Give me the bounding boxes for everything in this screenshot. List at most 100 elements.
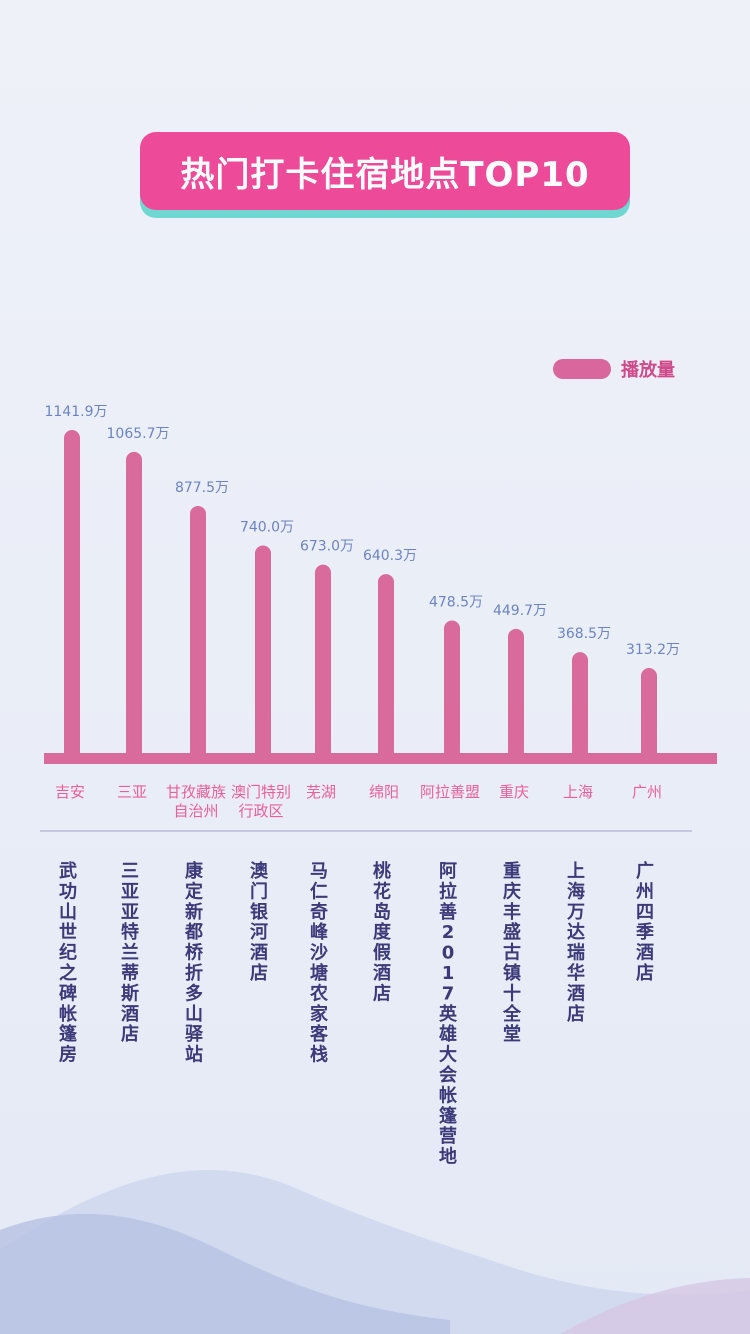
hotel-name-7-char-4: 2 xyxy=(442,922,455,943)
hotel-name-1-char-2: 功 xyxy=(59,881,77,902)
labels-group: 1141.9万吉安武功山世纪之碑帐篷房1065.7万三亚三亚亚特兰蒂斯酒店877… xyxy=(45,404,681,1168)
hotel-name-10-char-6: 店 xyxy=(636,962,654,984)
category-label-4-line-2: 行政区 xyxy=(238,802,283,820)
hotel-name-8-char-8: 全 xyxy=(502,1003,522,1025)
hotel-name-6-char-4: 度 xyxy=(373,921,392,943)
hotel-name-8-char-9: 堂 xyxy=(503,1023,521,1045)
hotel-name-7-char-13: 篷 xyxy=(439,1105,458,1127)
bar-10 xyxy=(641,668,657,762)
hotel-name-5-char-8: 家 xyxy=(310,1003,329,1025)
hotel-name-1-char-6: 之 xyxy=(59,962,77,984)
hotel-name-9-char-2: 海 xyxy=(567,880,585,902)
hotel-name-8-char-3: 丰 xyxy=(503,901,521,923)
value-label-2: 1065.7万 xyxy=(107,426,170,442)
hotel-name-5-char-7: 农 xyxy=(309,982,328,1004)
hotel-name-1-char-3: 山 xyxy=(59,902,77,923)
hotel-name-3-char-2: 定 xyxy=(185,880,203,902)
hotel-name-5-char-1: 马 xyxy=(310,861,328,882)
title-box: 热门打卡住宿地点TOP10 xyxy=(140,132,630,210)
hotel-name-7-char-15: 地 xyxy=(439,1146,457,1168)
hotel-name-3-char-6: 折 xyxy=(185,962,203,984)
mountain-decoration xyxy=(0,1170,750,1334)
mountain-front-right xyxy=(560,1278,750,1334)
value-label-8: 449.7万 xyxy=(493,603,547,619)
value-label-3: 877.5万 xyxy=(175,480,229,496)
chart-legend: 播放量 xyxy=(553,356,675,382)
hotel-name-7-char-3: 善 xyxy=(439,901,457,923)
hotel-name-10-char-1: 广 xyxy=(636,860,654,882)
value-label-6: 640.3万 xyxy=(363,548,417,564)
bar-1 xyxy=(64,430,80,762)
hotel-name-7-char-6: 1 xyxy=(442,963,455,984)
hotel-name-1-char-10: 房 xyxy=(59,1044,77,1066)
value-label-1: 1141.9万 xyxy=(45,404,108,420)
hotel-name-7-char-14: 营 xyxy=(439,1125,457,1147)
axis-group xyxy=(40,753,717,832)
hotel-name-8-char-1: 重 xyxy=(503,860,521,882)
hotel-name-10-char-3: 四 xyxy=(636,902,654,923)
value-label-4: 740.0万 xyxy=(240,519,294,535)
hotel-name-2-char-6: 蒂 xyxy=(121,963,139,984)
category-label-2: 三亚 xyxy=(117,783,147,801)
bar-5 xyxy=(315,564,331,762)
hotel-name-4-char-1: 澳 xyxy=(250,860,269,882)
category-label-8: 重庆 xyxy=(499,783,529,801)
bar-9 xyxy=(572,652,588,762)
hotel-name-9-char-1: 上 xyxy=(567,861,585,882)
hotel-name-8-char-2: 庆 xyxy=(503,880,521,902)
hotel-name-8-char-6: 镇 xyxy=(503,962,521,984)
hotel-name-5-char-3: 奇 xyxy=(310,901,328,923)
legend-swatch xyxy=(553,359,611,379)
hotel-name-2-char-7: 斯 xyxy=(121,982,139,1004)
hotel-name-5-char-2: 仁 xyxy=(310,880,328,902)
hotel-name-8-char-7: 十 xyxy=(503,982,521,1004)
hotel-name-5-char-6: 塘 xyxy=(310,962,328,984)
hotel-name-3-char-5: 桥 xyxy=(185,942,204,964)
hotel-name-5-char-5: 沙 xyxy=(310,943,328,964)
value-label-5: 673.0万 xyxy=(300,539,354,555)
value-label-9: 368.5万 xyxy=(557,626,611,642)
hotel-name-4-char-6: 店 xyxy=(250,962,268,984)
hotel-name-4-char-2: 门 xyxy=(250,880,268,902)
hotel-name-6-char-3: 岛 xyxy=(373,901,391,923)
hotel-name-7-char-12: 帐 xyxy=(439,1084,457,1106)
hotel-name-3-char-3: 新 xyxy=(185,901,203,923)
hotel-name-6-char-7: 店 xyxy=(373,982,391,1004)
hotel-name-2-char-2: 亚 xyxy=(121,881,139,902)
hotel-name-9-char-5: 瑞 xyxy=(567,943,585,964)
legend-label: 播放量 xyxy=(621,360,675,381)
category-label-7: 阿拉善盟 xyxy=(420,783,480,801)
hotel-name-9-char-3: 万 xyxy=(566,902,585,923)
hotel-name-7-char-5: 0 xyxy=(442,943,455,964)
hotel-name-2-char-3: 亚 xyxy=(121,902,139,923)
hotel-name-8-char-5: 古 xyxy=(503,942,521,964)
hotel-name-6-char-6: 酒 xyxy=(373,962,391,984)
hotel-name-6-char-1: 桃 xyxy=(373,860,391,882)
hotel-name-8-char-4: 盛 xyxy=(503,921,521,943)
hotel-name-3-char-8: 山 xyxy=(185,1004,203,1025)
hotel-name-5-char-9: 客 xyxy=(310,1023,329,1045)
category-label-4-line-1: 澳门特别 xyxy=(231,783,291,801)
hotel-name-1-char-5: 纪 xyxy=(59,942,77,964)
category-label-1: 吉安 xyxy=(55,783,85,801)
hotel-name-1-char-1: 武 xyxy=(59,861,77,882)
hotel-name-2-char-1: 三 xyxy=(121,861,139,882)
value-label-10: 313.2万 xyxy=(626,642,680,658)
hotel-name-2-char-5: 兰 xyxy=(121,942,139,964)
hotel-name-9-char-7: 酒 xyxy=(567,982,585,1004)
hotel-name-10-char-4: 季 xyxy=(636,922,654,943)
category-label-9: 上海 xyxy=(563,783,593,801)
hotel-name-7-char-7: 7 xyxy=(442,983,455,1004)
hotel-name-9-char-8: 店 xyxy=(567,1003,585,1025)
hotel-name-1-char-4: 世 xyxy=(59,922,77,943)
category-label-6: 绵阳 xyxy=(369,783,399,801)
category-label-3-line-1: 甘孜藏族 xyxy=(166,783,226,801)
hotel-name-4-char-4: 河 xyxy=(250,922,268,943)
hotel-name-3-char-1: 康 xyxy=(185,860,204,882)
bar-4 xyxy=(255,545,271,762)
hotel-name-5-char-4: 峰 xyxy=(310,921,329,943)
hotel-name-1-char-9: 篷 xyxy=(59,1023,78,1045)
bar-3 xyxy=(190,505,206,762)
